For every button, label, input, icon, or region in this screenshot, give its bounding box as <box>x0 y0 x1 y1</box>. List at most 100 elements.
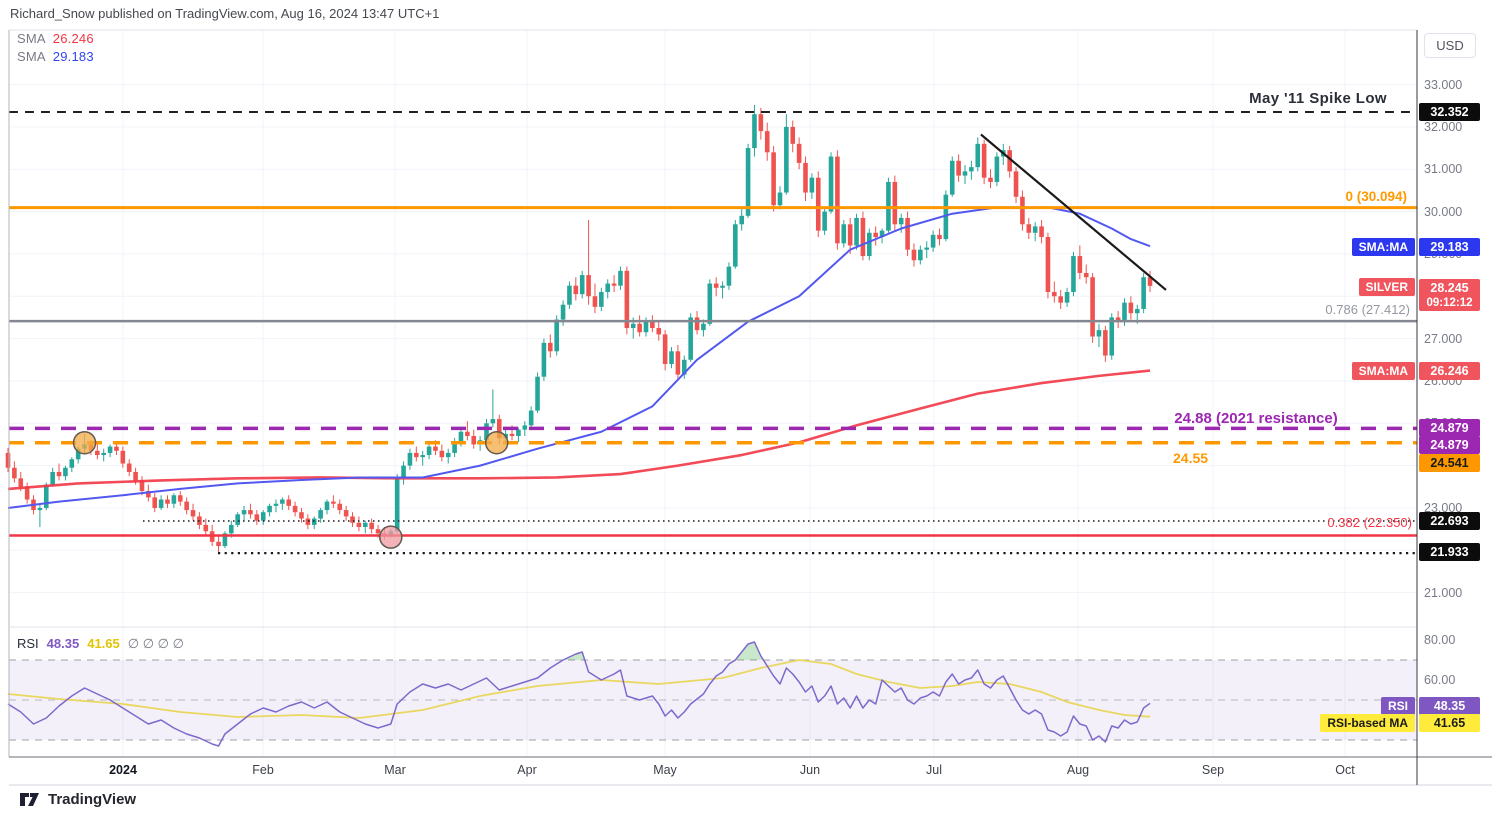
axis-badge-24.879: 24.879 <box>1419 419 1480 437</box>
series-label-fSmaBlue: SMA:MA <box>1351 238 1415 256</box>
annotation-fib-382: 0.382 (22.350) <box>1327 515 1412 530</box>
time-label-2024: 2024 <box>109 763 137 777</box>
candle <box>420 450 425 466</box>
candle <box>1147 270 1153 293</box>
legend-sma-1[interactable]: SMA 26.246 <box>17 31 94 46</box>
silver-last-price-badge: 28.245 09:12:12 <box>1419 279 1480 311</box>
candle <box>414 446 419 462</box>
candle <box>426 442 432 460</box>
gridlines <box>9 30 1417 757</box>
annotation-2021-resistance: 24.88 (2021 resistance) <box>1174 410 1338 427</box>
candle <box>675 344 681 381</box>
candle <box>605 279 611 299</box>
candle <box>962 165 968 185</box>
candle <box>975 137 981 172</box>
pane-borders <box>8 29 1492 786</box>
candle <box>803 156 808 201</box>
candle <box>95 442 100 460</box>
candle <box>50 467 55 487</box>
candle <box>63 465 68 481</box>
candle <box>886 177 891 233</box>
tradingview-watermark[interactable]: TradingView <box>20 791 136 808</box>
candle <box>516 427 521 443</box>
candle <box>120 446 126 468</box>
rsi-ma-value: 41.65 <box>87 636 120 651</box>
candle <box>867 228 872 261</box>
publish-byline: Richard_Snow published on TradingView.co… <box>10 6 440 21</box>
candle <box>777 186 783 210</box>
candle <box>1045 232 1051 299</box>
candle <box>567 281 572 309</box>
event-marker[interactable] <box>379 525 403 549</box>
candle <box>184 497 189 515</box>
candle <box>733 220 738 269</box>
candle <box>752 104 757 157</box>
price-tick-32.000: 32.000 <box>1424 119 1463 134</box>
sma-red-line[interactable] <box>7 369 1151 491</box>
event-marker[interactable] <box>72 430 97 455</box>
candle <box>911 243 917 267</box>
axis-badge-21.933: 21.933 <box>1419 543 1480 561</box>
candle <box>650 315 655 333</box>
candle <box>165 495 170 508</box>
candle <box>764 122 770 161</box>
candle <box>1052 281 1057 303</box>
candle <box>541 338 547 381</box>
candle <box>305 514 311 530</box>
bar-countdown: 09:12:12 <box>1426 297 1473 309</box>
candle <box>139 476 145 496</box>
candle <box>988 169 993 189</box>
candle <box>656 321 662 341</box>
candle <box>745 143 751 218</box>
price-tick-31.000: 31.000 <box>1424 162 1463 177</box>
candle <box>1071 251 1076 297</box>
price-tick-27.000: 27.000 <box>1424 331 1463 346</box>
sma1-value: 26.246 <box>52 31 94 46</box>
candle <box>107 444 113 458</box>
candle <box>1007 145 1012 178</box>
tradingview-logo-icon <box>20 793 39 806</box>
sma-blue-line[interactable] <box>7 206 1151 509</box>
candle <box>784 114 789 195</box>
annotation-fib-786: 0.786 (27.412) <box>1325 302 1410 317</box>
time-label-Jul: Jul <box>926 763 942 777</box>
candle <box>713 277 719 297</box>
time-label-Sep: Sep <box>1201 763 1225 777</box>
candle <box>905 211 910 257</box>
candle <box>394 474 400 534</box>
candle <box>5 447 11 472</box>
rsi-tick-60.00: 60.00 <box>1424 673 1456 687</box>
candle <box>1032 222 1038 242</box>
candle <box>828 152 834 214</box>
time-label-Mar: Mar <box>384 763 406 777</box>
rsi-ma-line[interactable] <box>7 659 1151 719</box>
candle <box>1026 217 1032 240</box>
candle <box>618 266 623 290</box>
candle <box>1058 289 1063 309</box>
legend-rsi[interactable]: RSI 48.35 41.65 ∅ ∅ ∅ ∅ <box>17 636 192 652</box>
annotation-24-55: 24.55 <box>1173 450 1209 466</box>
axis-badge-32.352: 32.352 <box>1419 103 1480 121</box>
candle <box>981 139 987 185</box>
candle <box>292 501 298 517</box>
rsi-line[interactable] <box>7 641 1151 747</box>
candle <box>720 281 725 299</box>
event-marker[interactable] <box>484 430 509 455</box>
candle <box>152 493 158 513</box>
series-label-fSmaRed: SMA:MA <box>1351 362 1415 380</box>
downtrend-line[interactable] <box>980 133 1167 291</box>
candle <box>694 311 700 335</box>
legend-sma-2[interactable]: SMA 29.183 <box>17 49 94 64</box>
sma1-label: SMA <box>17 31 46 46</box>
price-tick-33.000: 33.000 <box>1424 77 1463 92</box>
candle <box>356 516 362 532</box>
candle <box>809 173 815 199</box>
candle <box>216 535 221 554</box>
candle <box>586 220 591 305</box>
candle <box>24 482 30 504</box>
candle <box>726 262 732 290</box>
currency-button[interactable]: USD <box>1424 33 1476 58</box>
candle <box>1083 264 1089 284</box>
candle <box>592 283 598 314</box>
